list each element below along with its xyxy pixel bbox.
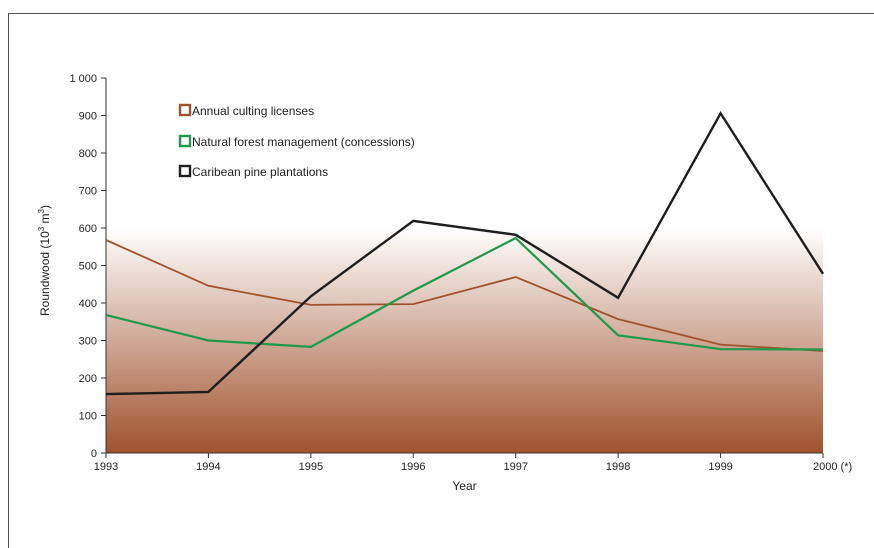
y-tick-label: 900 [79,111,97,123]
legend-swatch [178,164,192,178]
x-tick-label: 1999 [708,461,732,473]
x-tick-label: 1997 [503,461,527,473]
y-axis-title-main: Roundwood (10 [38,231,52,316]
y-tick-label: 800 [79,148,97,160]
y-tick-label: 300 [79,336,97,348]
x-tick-label: 1994 [196,461,220,473]
y-tick-label: 200 [79,373,97,385]
legend-label: Natural forest management (concessions) [192,135,415,149]
y-axis-title: Roundwood (103 m3) [37,205,52,316]
series-line-2 [105,236,824,351]
legend-swatch [178,134,192,148]
y-tick-label: 600 [79,223,97,235]
y-axis-title-end: ) [38,205,52,209]
chart-frame [8,13,874,548]
x-tick-label: 1995 [299,461,323,473]
y-tick-label: 700 [79,186,97,198]
x-tick-label: 1998 [606,461,630,473]
y-axis: 0 100 200 300 400 500 600 700 800 900 1 000 [69,73,107,460]
x-axis-title: Year [452,479,476,493]
y-axis-title-unit: m [38,213,52,226]
series-line-3 [105,110,825,396]
legend-swatch [178,103,192,117]
y-tick-label: 500 [79,261,97,273]
y-tick-label: 100 [79,411,97,423]
legend: Annual culting licenses Natural forest ma… [178,103,415,179]
x-axis: 1993 1994 1995 1996 1997 1998 1999 2000 (*) [94,452,852,473]
y-axis-title-sup2: 3 [37,208,46,213]
y-axis-title-sup: 3 [37,226,46,231]
series-layer [105,110,825,396]
y-tick-label: 1 000 [69,73,97,85]
y-tick-label: 0 [91,448,97,460]
x-tick-label: 1996 [401,461,425,473]
y-tick-label: 400 [79,298,97,310]
x-tick-label: 1993 [94,461,118,473]
legend-label: Annual culting licenses [192,104,314,118]
series-line-1 [105,239,824,352]
legend-label: Caribean pine plantations [192,165,328,179]
x-tick-label: 2000 (*) [813,461,852,473]
